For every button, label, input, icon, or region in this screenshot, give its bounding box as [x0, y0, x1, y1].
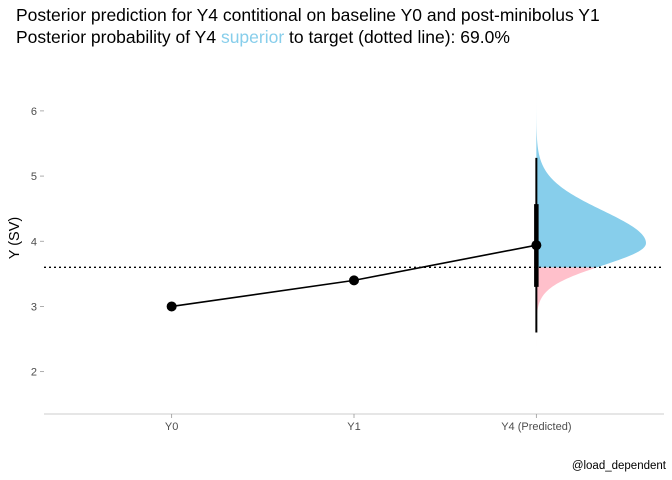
data-point: [166, 301, 177, 312]
chart-title-line1: Posterior prediction for Y4 contitional …: [16, 5, 600, 25]
y-tick-label: 3: [31, 301, 37, 313]
x-tick-label: Y0: [165, 421, 178, 433]
y-tick-label: 5: [31, 171, 37, 183]
density-above-target: [536, 65, 646, 268]
title-suffix: to target (dotted line): 69.0%: [289, 27, 510, 47]
y-tick-label: 6: [31, 106, 37, 118]
y-tick-label: 4: [31, 236, 37, 248]
x-tick-label: Y1: [347, 421, 360, 433]
caption: @load_dependent: [571, 460, 666, 472]
y-axis-label: Y (SV): [7, 217, 23, 259]
x-tick-label: Y4 (Predicted): [501, 421, 571, 433]
chart-title-line2: Posterior probability of Y4 superior to …: [16, 26, 600, 48]
y-tick-label: 2: [31, 367, 37, 379]
data-point: [531, 240, 542, 251]
title-highlight-word: superior: [220, 27, 285, 47]
chart-title: Posterior prediction for Y4 contitional …: [16, 4, 600, 48]
title-prefix: Posterior probability of Y4: [16, 27, 217, 47]
density-below-target: [536, 267, 597, 401]
data-point: [349, 275, 359, 286]
